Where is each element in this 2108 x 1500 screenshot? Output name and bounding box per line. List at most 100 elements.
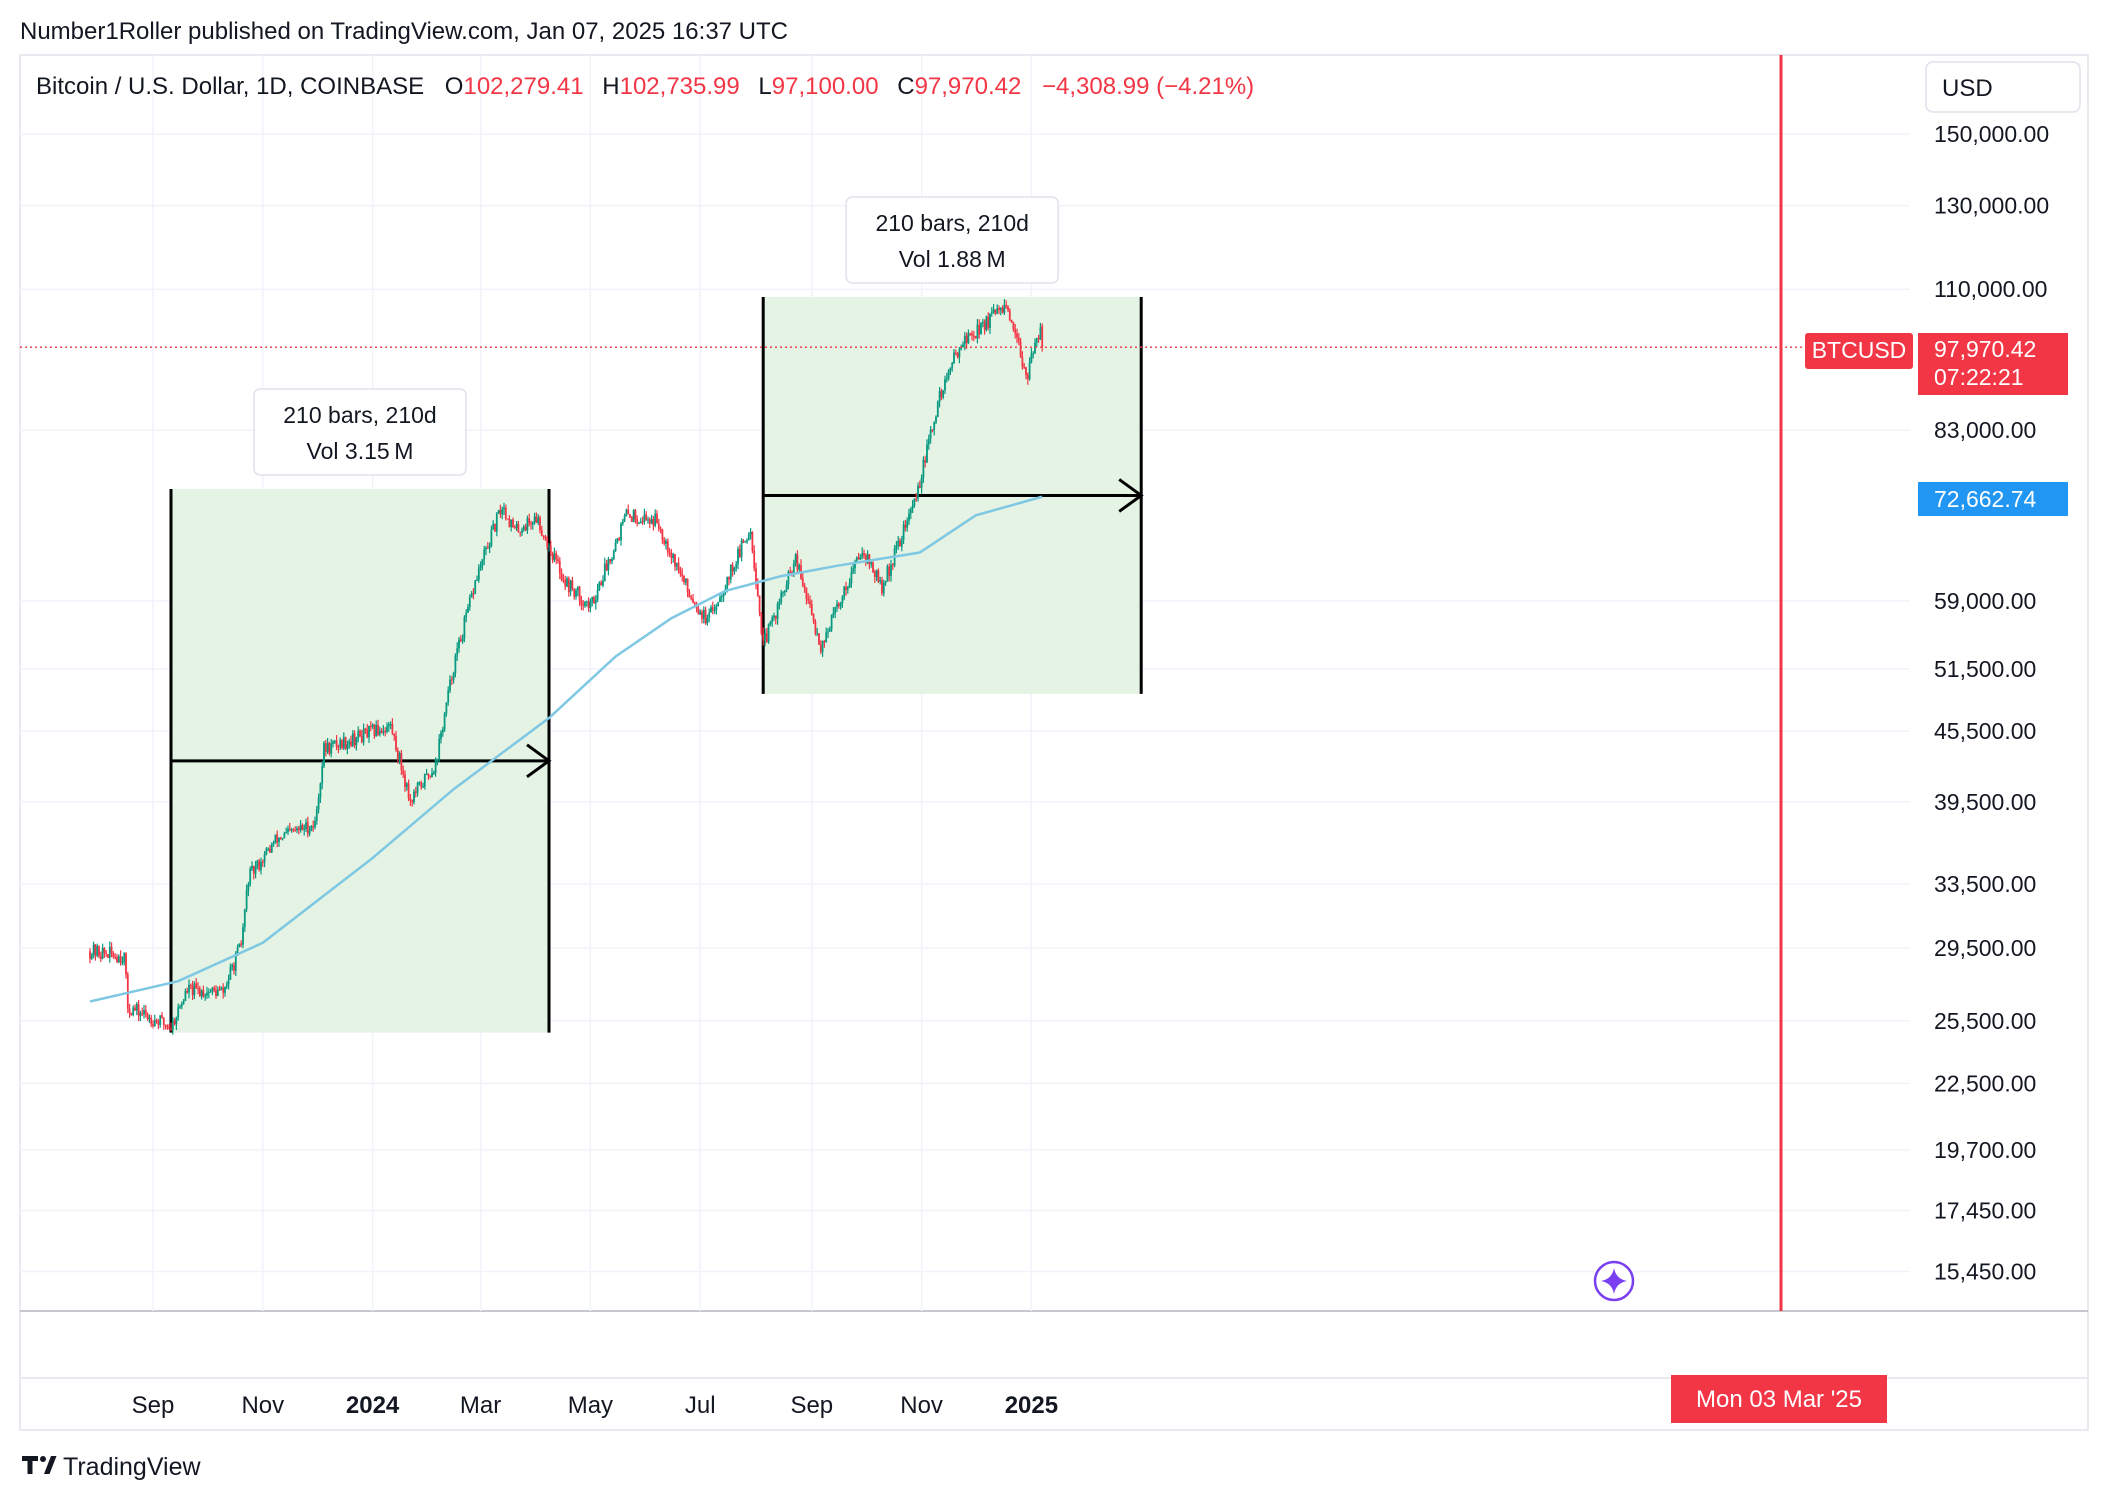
close-value: 97,970.42 xyxy=(915,73,1022,100)
tradingview-logo-icon[interactable] xyxy=(22,1456,57,1474)
candle xyxy=(386,722,388,734)
candle xyxy=(767,623,770,644)
candle xyxy=(773,612,775,621)
currency-button[interactable] xyxy=(1925,61,2081,113)
candle xyxy=(404,770,406,792)
candle xyxy=(670,549,673,564)
candle xyxy=(906,517,909,532)
candle xyxy=(540,525,543,537)
candle xyxy=(499,504,502,518)
candle xyxy=(227,974,230,990)
candle xyxy=(103,947,106,959)
price-tick-label: 19,700.00 xyxy=(1934,1137,2036,1163)
candle xyxy=(195,978,198,989)
candle xyxy=(558,557,561,580)
candle xyxy=(843,585,846,601)
candle xyxy=(828,626,831,632)
candle xyxy=(764,628,766,647)
candle xyxy=(832,607,835,619)
candle xyxy=(252,865,255,880)
candle xyxy=(99,951,102,963)
candle xyxy=(967,329,970,345)
time-axis[interactable]: Sep Nov 2024 Mar May Jul Sep Nov 2025 xyxy=(132,1392,1058,1419)
candle xyxy=(796,550,799,574)
range-arrow-head xyxy=(526,743,552,779)
price-axis[interactable]: 150,000.00 130,000.00 110,000.00 83,000.00 5… xyxy=(1934,121,2049,1285)
candle xyxy=(139,1010,142,1022)
candle xyxy=(663,537,666,546)
candle xyxy=(238,943,241,948)
candle xyxy=(652,515,655,531)
date-price-range-2[interactable]: 210 bars, 210d Vol 1.88 M xyxy=(761,196,1144,694)
candle xyxy=(749,528,752,540)
candle xyxy=(708,608,711,623)
candle xyxy=(132,1005,135,1017)
candle xyxy=(175,1016,178,1031)
candle xyxy=(760,612,763,636)
candle xyxy=(656,510,658,524)
candle xyxy=(344,736,347,751)
candle xyxy=(301,823,304,831)
candle xyxy=(310,825,313,832)
candle xyxy=(884,580,887,586)
candle xyxy=(179,1004,181,1009)
price-tick-label: 83,000.00 xyxy=(1934,417,2036,443)
candle xyxy=(861,547,864,560)
candle xyxy=(609,558,612,565)
candle xyxy=(528,513,531,527)
candle xyxy=(616,537,619,544)
date-price-ranges[interactable]: 210 bars, 210d Vol 3.15 M 210 bars, 210d Vo… xyxy=(169,196,1144,1033)
candle xyxy=(162,1017,165,1030)
candle xyxy=(890,559,892,582)
candle xyxy=(454,653,457,678)
high-prefix: H xyxy=(602,73,619,100)
candle xyxy=(787,570,790,590)
chart-frame xyxy=(19,54,2089,1431)
candle xyxy=(206,986,208,999)
candle xyxy=(146,1012,149,1021)
range-volume-text: Vol 1.88 M xyxy=(899,246,1006,272)
candle xyxy=(785,580,788,593)
candle xyxy=(382,725,385,736)
candle xyxy=(956,351,959,359)
candle xyxy=(863,549,865,559)
candle xyxy=(1017,333,1020,346)
candle xyxy=(846,585,849,594)
candle xyxy=(823,639,826,648)
candle xyxy=(193,981,196,999)
date-price-range-1[interactable]: 210 bars, 210d Vol 3.15 M xyxy=(169,388,552,1033)
candle xyxy=(371,723,374,729)
symbol-tag-text: BTCUSD xyxy=(1812,337,1907,363)
candle xyxy=(985,315,988,332)
candle xyxy=(549,540,552,556)
candle xyxy=(116,954,118,964)
candle xyxy=(958,346,961,364)
candle xyxy=(999,307,1002,316)
candle xyxy=(830,614,833,632)
candle xyxy=(569,579,572,597)
candle xyxy=(632,509,635,523)
candle xyxy=(1041,323,1044,352)
candle xyxy=(200,989,203,1000)
symbol-description: Bitcoin / U.S. Dollar, 1D, COINBASE xyxy=(36,73,424,100)
candle xyxy=(875,569,878,582)
candle xyxy=(564,575,567,590)
candle xyxy=(706,614,709,626)
candle xyxy=(323,740,325,769)
high-value: 102,735.99 xyxy=(620,73,740,100)
candle xyxy=(603,557,606,582)
candle xyxy=(593,595,595,604)
candle xyxy=(738,544,741,559)
candle xyxy=(776,601,779,625)
sparkle-icon[interactable] xyxy=(1593,1260,1635,1302)
candle xyxy=(326,737,329,755)
candle xyxy=(279,836,282,840)
candle xyxy=(1034,338,1036,354)
candle xyxy=(449,675,451,694)
candle xyxy=(899,538,901,547)
ma-price-label xyxy=(1918,482,2068,516)
candle xyxy=(150,1014,153,1028)
candle xyxy=(645,511,648,521)
candle xyxy=(765,627,768,644)
